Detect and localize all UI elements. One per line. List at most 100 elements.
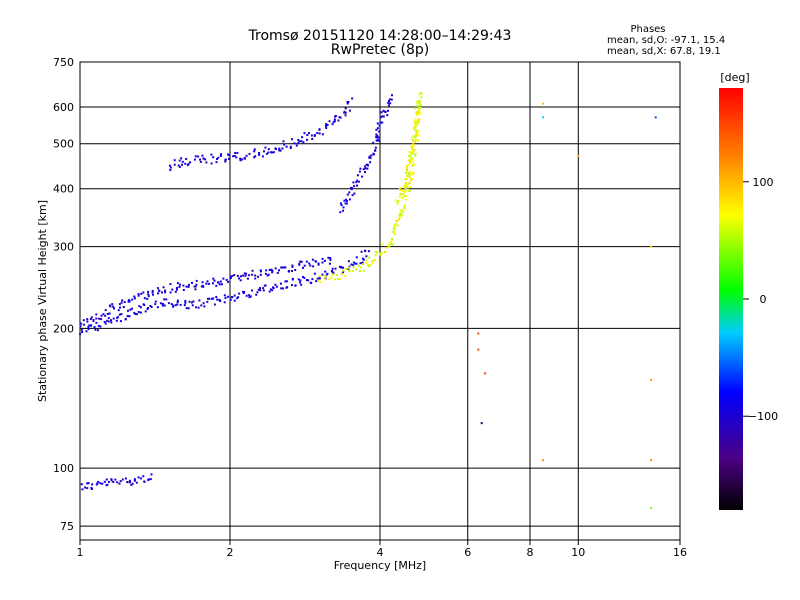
data-point (346, 102, 349, 105)
data-point (351, 97, 354, 100)
data-point (217, 156, 220, 159)
data-point (399, 209, 402, 212)
data-point (97, 329, 99, 332)
data-point (248, 294, 251, 297)
data-point (415, 139, 418, 142)
data-point (298, 140, 301, 143)
data-point (184, 301, 187, 304)
data-point (174, 290, 177, 293)
data-point (413, 120, 416, 123)
data-point (242, 274, 245, 277)
data-point (332, 121, 335, 124)
data-point (419, 107, 422, 109)
data-point (355, 262, 358, 265)
data-point (381, 121, 384, 124)
data-point (368, 265, 371, 268)
data-point (147, 295, 150, 298)
data-point (187, 307, 190, 310)
data-point (403, 184, 406, 187)
data-point (291, 278, 294, 281)
data-point (112, 305, 115, 308)
data-point (374, 146, 377, 149)
data-point (274, 283, 277, 286)
data-point (276, 271, 279, 274)
data-point (310, 134, 313, 137)
data-point (226, 295, 229, 298)
data-point (300, 140, 303, 143)
data-point (173, 163, 176, 166)
data-point (129, 308, 132, 311)
data-point (220, 153, 222, 156)
data-point (297, 142, 300, 145)
data-point (381, 115, 384, 118)
data-point (183, 304, 186, 307)
data-point (294, 284, 297, 287)
data-point (168, 164, 171, 167)
data-point (406, 186, 409, 189)
data-point (393, 225, 396, 228)
data-point (414, 129, 417, 132)
data-point (360, 250, 363, 253)
data-point (262, 289, 265, 292)
data-point (397, 199, 400, 202)
data-point (113, 307, 115, 310)
data-point (242, 292, 245, 294)
y-tick-label: 750 (53, 56, 74, 69)
data-point (278, 269, 280, 272)
data-point (416, 112, 418, 115)
data-point (84, 486, 86, 489)
data-point (176, 299, 179, 302)
data-point (128, 300, 131, 303)
data-point (393, 233, 396, 236)
data-point (128, 481, 131, 484)
data-point (406, 177, 409, 180)
data-point (165, 298, 168, 301)
data-point (397, 218, 400, 221)
data-point (301, 136, 304, 139)
data-point (577, 155, 580, 158)
data-point (350, 186, 353, 189)
data-point (224, 158, 227, 161)
data-point (229, 277, 232, 279)
data-point (409, 161, 411, 164)
y-tick-label: 75 (60, 520, 74, 533)
data-point (388, 100, 390, 102)
data-point (388, 98, 391, 101)
data-point (416, 130, 419, 133)
data-point (256, 291, 259, 294)
data-point (317, 279, 320, 282)
data-point (105, 478, 108, 481)
data-point (205, 282, 208, 285)
data-point (118, 303, 121, 306)
data-point (400, 214, 403, 217)
data-point (240, 275, 242, 278)
data-point (409, 176, 412, 179)
data-point (384, 250, 387, 253)
data-point (118, 313, 121, 316)
data-point (396, 224, 399, 227)
data-point (379, 253, 382, 256)
data-point (309, 264, 312, 267)
data-point (259, 289, 262, 292)
data-point (192, 300, 195, 303)
data-point (411, 139, 414, 141)
data-point (227, 153, 229, 156)
data-point (392, 230, 395, 233)
data-point (135, 481, 138, 484)
data-point (99, 325, 102, 328)
data-point (80, 322, 83, 325)
data-point (102, 313, 105, 316)
data-point (215, 295, 218, 298)
data-point (199, 158, 201, 161)
data-point (343, 199, 346, 202)
data-point (274, 267, 277, 270)
data-point (348, 270, 351, 273)
data-point (354, 262, 357, 265)
data-point (349, 109, 351, 112)
data-point (378, 130, 381, 133)
data-point (414, 136, 417, 139)
data-point (351, 194, 354, 197)
data-point (407, 159, 410, 162)
data-point (298, 281, 301, 284)
data-point (359, 167, 362, 170)
